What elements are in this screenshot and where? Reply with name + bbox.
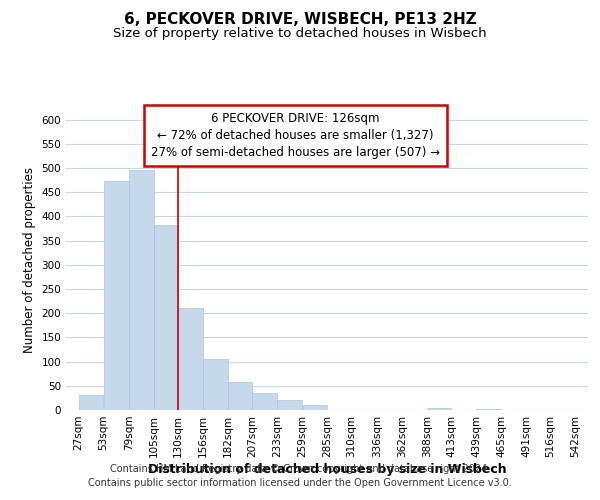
Text: 6, PECKOVER DRIVE, WISBECH, PE13 2HZ: 6, PECKOVER DRIVE, WISBECH, PE13 2HZ (124, 12, 476, 28)
Bar (476, 409, 501, 410)
Bar (302, 404, 328, 410)
Bar (178, 308, 203, 410)
Text: Size of property relative to detached houses in Wisbech: Size of property relative to detached ho… (113, 28, 487, 40)
Bar (277, 400, 302, 410)
Bar (104, 181, 128, 410)
X-axis label: Distribution of detached houses by size in Wisbech: Distribution of detached houses by size … (148, 462, 506, 475)
Bar (129, 170, 154, 410)
Bar (154, 224, 178, 410)
Y-axis label: Number of detached properties: Number of detached properties (23, 167, 36, 353)
Bar (253, 392, 277, 410)
Text: Contains HM Land Registry data © Crown copyright and database right 2024.
Contai: Contains HM Land Registry data © Crown c… (88, 464, 512, 487)
Bar (79, 394, 103, 410)
Bar (228, 382, 252, 410)
Bar (427, 408, 451, 410)
Text: 6 PECKOVER DRIVE: 126sqm
← 72% of detached houses are smaller (1,327)
27% of sem: 6 PECKOVER DRIVE: 126sqm ← 72% of detach… (151, 112, 440, 158)
Bar (203, 358, 228, 410)
